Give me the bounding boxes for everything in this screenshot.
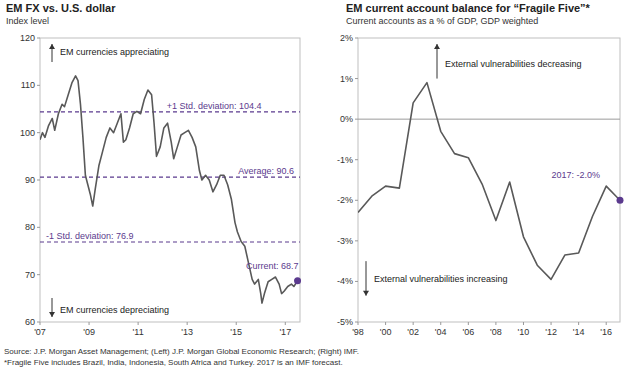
reference-label: +1 Std. deviation: 104.4 [167,101,262,111]
plot-marks [358,83,620,280]
x-tick [440,322,441,325]
x-tick-label: '15 [230,327,242,337]
y-tick [355,38,358,39]
panel-1: EM current account balance for “Fragile … [337,2,624,337]
up-arrow [437,44,438,78]
reference-line [40,177,300,178]
subtitle: Current accounts as a % of GDP, GDP weig… [346,16,538,26]
x-tick [40,322,41,325]
x-tick-label: '12 [545,327,557,337]
subtitle: Index level [6,16,49,26]
title: EM current account balance for “Fragile … [346,2,591,14]
down-arrow [366,261,367,295]
y-tick [355,240,358,241]
x-tick-label: '06 [462,327,474,337]
down-arrow-head [363,291,369,296]
x-tick [578,322,579,325]
x-tick-label: '08 [490,327,502,337]
x-tick-label: '13 [181,327,193,337]
reference-label: Average: 90.6 [238,166,294,176]
panel-0: EM FX vs. U.S. dollar Index level 60 70 80 90… [6,2,301,337]
x-tick-label: '02 [407,327,419,337]
title: EM FX vs. U.S. dollar [6,2,116,14]
footnote: Source: J.P. Morgan Asset Management; (L… [4,347,359,356]
zero-line [358,119,620,120]
x-tick-label: '14 [573,327,585,337]
y-tick-label: 1% [340,74,353,84]
last-point [294,277,301,284]
y-tick-label: 100 [20,128,35,138]
plot-frame [358,38,620,322]
x-tick-label: '10 [518,327,530,337]
y-tick-label: -2% [337,195,353,205]
annotation: EM currencies appreciating [60,47,169,57]
y-tick [355,78,358,79]
x-tick-label: '98 [352,327,364,337]
data-line [358,83,620,280]
y-tick-label: -1% [337,155,353,165]
y-tick [37,38,40,39]
x-tick [285,322,286,325]
y-tick [355,281,358,282]
y-tick [355,159,358,160]
y-tick-label: 70 [25,270,35,280]
x-tick-label: '17 [279,327,291,337]
y-tick-label: -5% [337,317,353,327]
annotation: External vulnerabilities decreasing [445,59,582,69]
x-tick [89,322,90,325]
y-tick-label: 0% [340,114,353,124]
up-arrow-head [49,44,55,49]
y-tick-label: 2% [340,33,353,43]
x-tick [468,322,469,325]
y-tick-label: 120 [20,33,35,43]
x-tick-label: '04 [435,327,447,337]
x-tick [413,322,414,325]
x-tick-label: '16 [600,327,612,337]
y-tick [37,180,40,181]
x-tick-label: '09 [83,327,95,337]
reference-line [40,111,300,112]
x-tick [523,322,524,325]
y-tick-label: 60 [25,317,35,327]
y-tick [37,227,40,228]
x-tick-label: '00 [380,327,392,337]
plot-frame [40,38,300,322]
y-tick-label: 110 [21,80,35,90]
y-tick-label: -4% [337,276,353,286]
x-tick-label: '07 [34,327,46,337]
data-line [40,76,298,303]
x-tick-label: '11 [133,327,144,337]
x-tick [551,322,552,325]
y-tick-label: 80 [25,222,35,232]
y-tick-label: 90 [25,175,35,185]
y-tick-label: -3% [337,236,353,246]
x-tick [187,322,188,325]
y-tick [37,132,40,133]
last-point [617,197,624,204]
chart-canvas: EM FX vs. U.S. dollar Index level 60 70 80 90… [0,0,628,382]
y-tick [355,200,358,201]
annotation: External vulnerabilities increasing [374,274,508,284]
current-label: Current: 68.7 [246,261,299,271]
x-tick [138,322,139,325]
x-tick [606,322,607,325]
y-tick [37,274,40,275]
current-label: 2017: -2.0% [551,170,600,180]
x-tick [385,322,386,325]
down-arrow-head [49,312,55,317]
plot-marks [40,76,300,303]
reference-label: -1 Std. deviation: 76.9 [46,231,134,241]
y-tick [37,85,40,86]
reference-line [40,241,300,242]
footnote: *Fragile Five includes Brazil, India, In… [4,358,343,367]
up-arrow-head [434,44,440,49]
y-tick [355,119,358,120]
annotation: EM currencies depreciating [60,305,169,315]
x-tick [236,322,237,325]
x-tick [358,322,359,325]
x-tick [495,322,496,325]
